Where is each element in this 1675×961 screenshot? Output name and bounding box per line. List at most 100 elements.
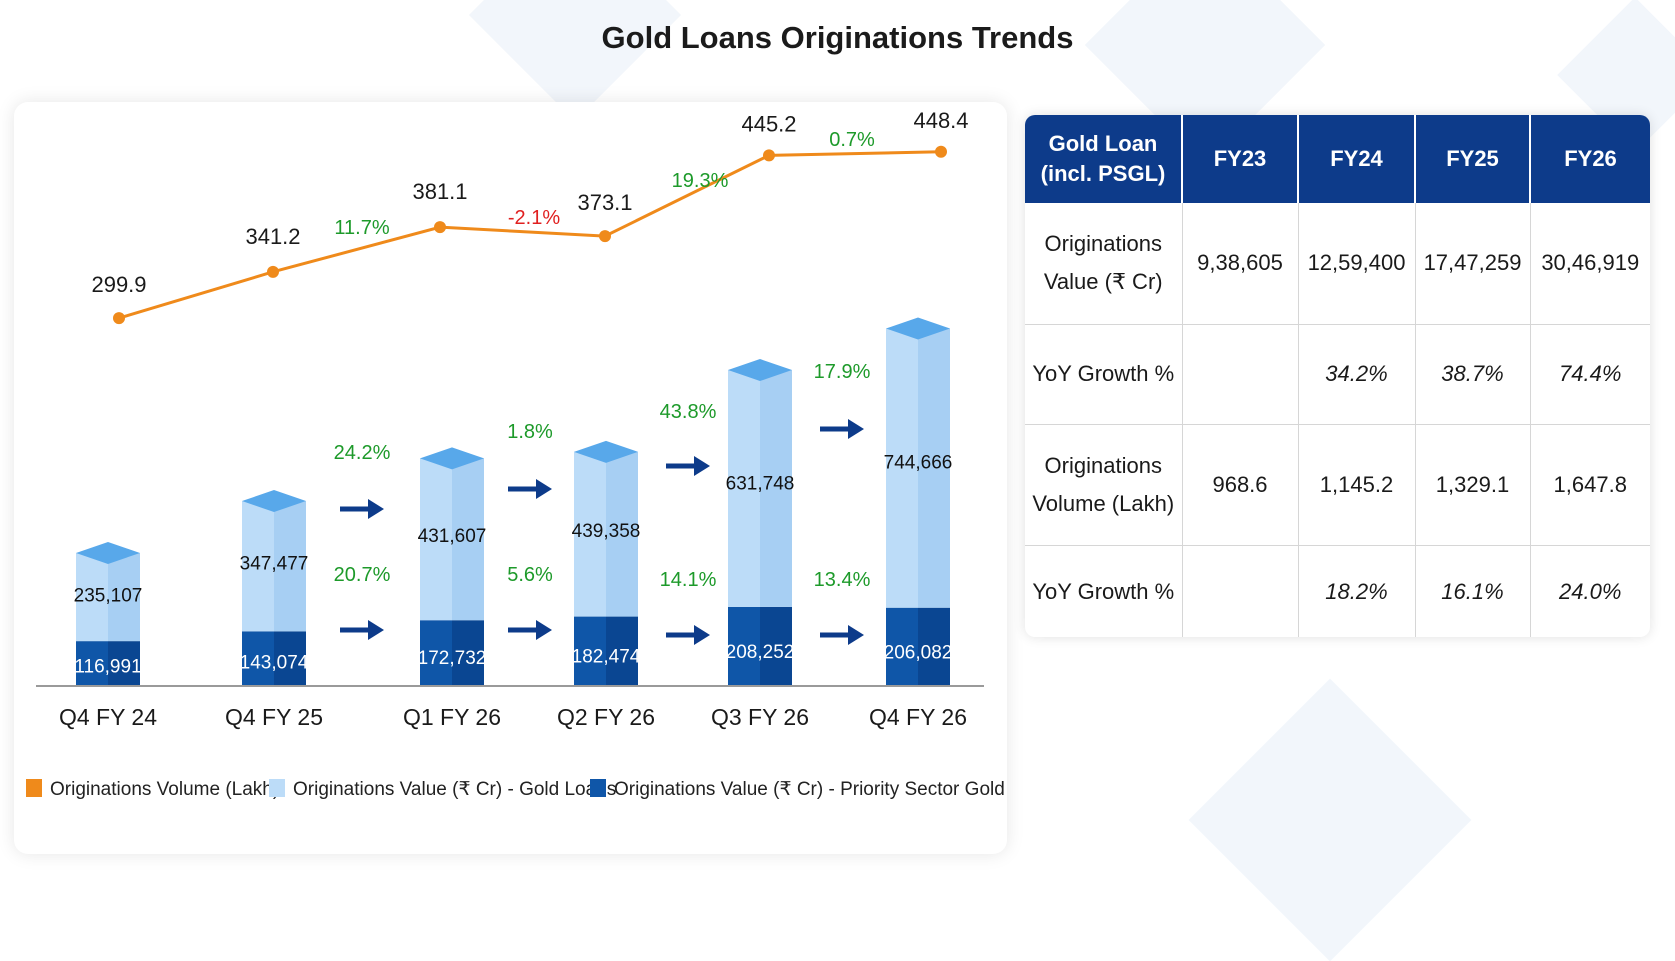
- bar-gold: [728, 370, 760, 607]
- psgl-growth-arrow-head: [694, 625, 710, 645]
- bar-gold-value-label: 431,607: [418, 526, 487, 547]
- column-header: FY26: [1530, 115, 1650, 203]
- volume-value-label: 381.1: [412, 179, 467, 204]
- bar-gold-side: [108, 552, 140, 642]
- bar-psgl-side: [760, 606, 792, 685]
- bar-psgl: [574, 616, 606, 685]
- bar-gold-value-label: 347,477: [240, 554, 309, 575]
- volume-point: [935, 145, 947, 158]
- originations-chart: 235,107 116,991 Q4 FY 24 347,477 143,074 Q4 F…: [26, 108, 1007, 800]
- volume-value-label: 445.2: [741, 111, 796, 136]
- bar-gold: [242, 501, 274, 632]
- bar-psgl-value-label: 172,732: [418, 648, 487, 669]
- volume-growth-label: 11.7%: [334, 217, 389, 239]
- row-label-line-2: Volume (Lakh): [1032, 490, 1175, 516]
- legend-label: Originations Volume (Lakh): [50, 779, 279, 800]
- row-label: YoY Growth %: [1025, 324, 1183, 425]
- bar-gold-value-label: 744,666: [884, 453, 953, 474]
- table-cell: 1,329.1: [1415, 424, 1531, 546]
- bar-top-cap: [76, 541, 140, 564]
- table-cell: 968.6: [1182, 424, 1299, 546]
- table-cell: 30,46,919: [1530, 203, 1650, 325]
- bar-gold-side: [274, 501, 306, 632]
- bar-gold: [76, 552, 108, 642]
- gold-growth-label: 43.8%: [660, 401, 717, 423]
- table-cell: 38.7%: [1415, 324, 1531, 425]
- table-cell: 12,59,400: [1298, 203, 1416, 325]
- table-row: Originations Value (₹ Cr) 9,38,605 12,59,…: [1025, 203, 1650, 325]
- bar-top-cap: [728, 359, 792, 381]
- gold-growth-arrow-head: [368, 499, 384, 519]
- table-row: YoY Growth % 34.2% 38.7% 74.4%: [1025, 324, 1650, 425]
- bar-gold: [886, 328, 918, 608]
- table-cell: 24.0%: [1559, 579, 1622, 605]
- bar-psgl-side: [918, 607, 950, 685]
- table-cell: 1,647.8: [1530, 424, 1650, 546]
- volume-growth-label: 19.3%: [672, 170, 729, 192]
- row-label-line-1: Originations: [1044, 231, 1162, 257]
- bar-psgl: [886, 607, 918, 685]
- bar-top-cap: [574, 440, 638, 463]
- bar-gold-side: [606, 451, 638, 617]
- table-cell: 34.2%: [1298, 324, 1416, 425]
- volume-growth-label: -2.1%: [508, 207, 560, 229]
- gold-growth-arrow-head: [536, 479, 552, 499]
- table-header-label: Gold Loan (incl. PSGL): [1025, 115, 1183, 203]
- bar-psgl-side: [452, 620, 484, 685]
- psgl-growth-label: 13.4%: [814, 569, 871, 591]
- gold-growth-label: 1.8%: [507, 421, 553, 443]
- bar-gold: [420, 458, 452, 621]
- bar-psgl-side: [606, 616, 638, 685]
- row-label: Originations Value (₹ Cr): [1025, 203, 1183, 325]
- table-cell: 16.1%: [1415, 545, 1531, 637]
- volume-value-label: 299.9: [91, 272, 146, 297]
- table-header-row: Gold Loan (incl. PSGL) FY23 FY24 FY25 FY2…: [1025, 115, 1650, 203]
- bar-gold-side: [760, 370, 792, 607]
- bar-gold: [574, 451, 606, 617]
- x-tick-label: Q1 FY 26: [403, 704, 501, 730]
- bar-psgl: [242, 631, 274, 685]
- bar-gold-value-label: 235,107: [74, 585, 143, 606]
- bar-psgl-value-label: 182,474: [572, 646, 641, 667]
- bar-gold-value-label: 439,358: [572, 521, 641, 542]
- legend-label: Originations Value (₹ Cr) - Gold Loans: [293, 779, 616, 800]
- table-row: YoY Growth % 18.2% 16.1% 24.0%: [1025, 545, 1650, 637]
- row-label-line-1: Originations: [1044, 452, 1162, 478]
- bar-top-cap: [886, 317, 950, 340]
- bar-psgl: [728, 606, 760, 685]
- legend-swatch: [26, 779, 42, 797]
- volume-value-label: 448.4: [913, 108, 968, 133]
- x-tick-label: Q2 FY 26: [557, 704, 655, 730]
- bar-psgl-side: [108, 641, 140, 685]
- volume-point: [113, 312, 125, 325]
- psgl-growth-label: 5.6%: [507, 564, 553, 586]
- legend-swatch: [590, 779, 606, 797]
- column-header: FY24: [1298, 115, 1416, 203]
- summary-table: Gold Loan (incl. PSGL) FY23 FY24 FY25 FY2…: [1025, 115, 1650, 637]
- header-line-1: Gold Loan: [1048, 131, 1158, 156]
- summary-table-card: Gold Loan (incl. PSGL) FY23 FY24 FY25 FY2…: [1025, 115, 1650, 637]
- gold-growth-label: 24.2%: [334, 442, 391, 464]
- volume-point: [434, 221, 446, 234]
- volume-growth-label: 0.7%: [829, 129, 875, 151]
- header-line-2: (incl. PSGL): [1040, 161, 1166, 186]
- x-tick-label: Q4 FY 26: [869, 704, 967, 730]
- psgl-growth-arrow-head: [368, 620, 384, 640]
- row-label-line-2: Value (₹ Cr): [1043, 269, 1163, 295]
- x-tick-label: Q3 FY 26: [711, 704, 809, 730]
- bar-psgl-value-label: 116,991: [74, 657, 141, 678]
- volume-point: [599, 230, 611, 243]
- bar-gold-value-label: 631,748: [726, 474, 795, 495]
- bar-gold-side: [452, 458, 484, 621]
- x-tick-label: Q4 FY 25: [225, 704, 323, 730]
- row-label: Originations Volume (Lakh): [1025, 424, 1183, 546]
- volume-point: [267, 265, 279, 278]
- legend-swatch: [269, 779, 285, 797]
- table-row: Originations Volume (Lakh) 968.6 1,145.2 …: [1025, 424, 1650, 546]
- psgl-growth-arrow-head: [536, 620, 552, 640]
- gold-growth-arrow-head: [694, 456, 710, 476]
- volume-point: [763, 149, 775, 162]
- column-header: FY23: [1182, 115, 1299, 203]
- table-cell: [1182, 545, 1299, 637]
- bar-psgl: [420, 620, 452, 685]
